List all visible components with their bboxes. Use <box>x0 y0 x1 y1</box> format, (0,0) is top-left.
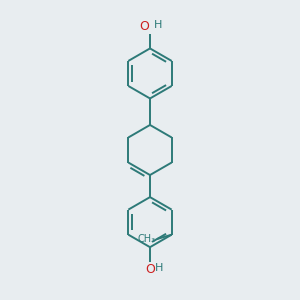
Text: CH₃: CH₃ <box>137 234 155 244</box>
Text: O: O <box>139 20 149 33</box>
Text: H: H <box>154 263 163 273</box>
Text: H: H <box>154 20 162 30</box>
Text: O: O <box>145 263 155 276</box>
